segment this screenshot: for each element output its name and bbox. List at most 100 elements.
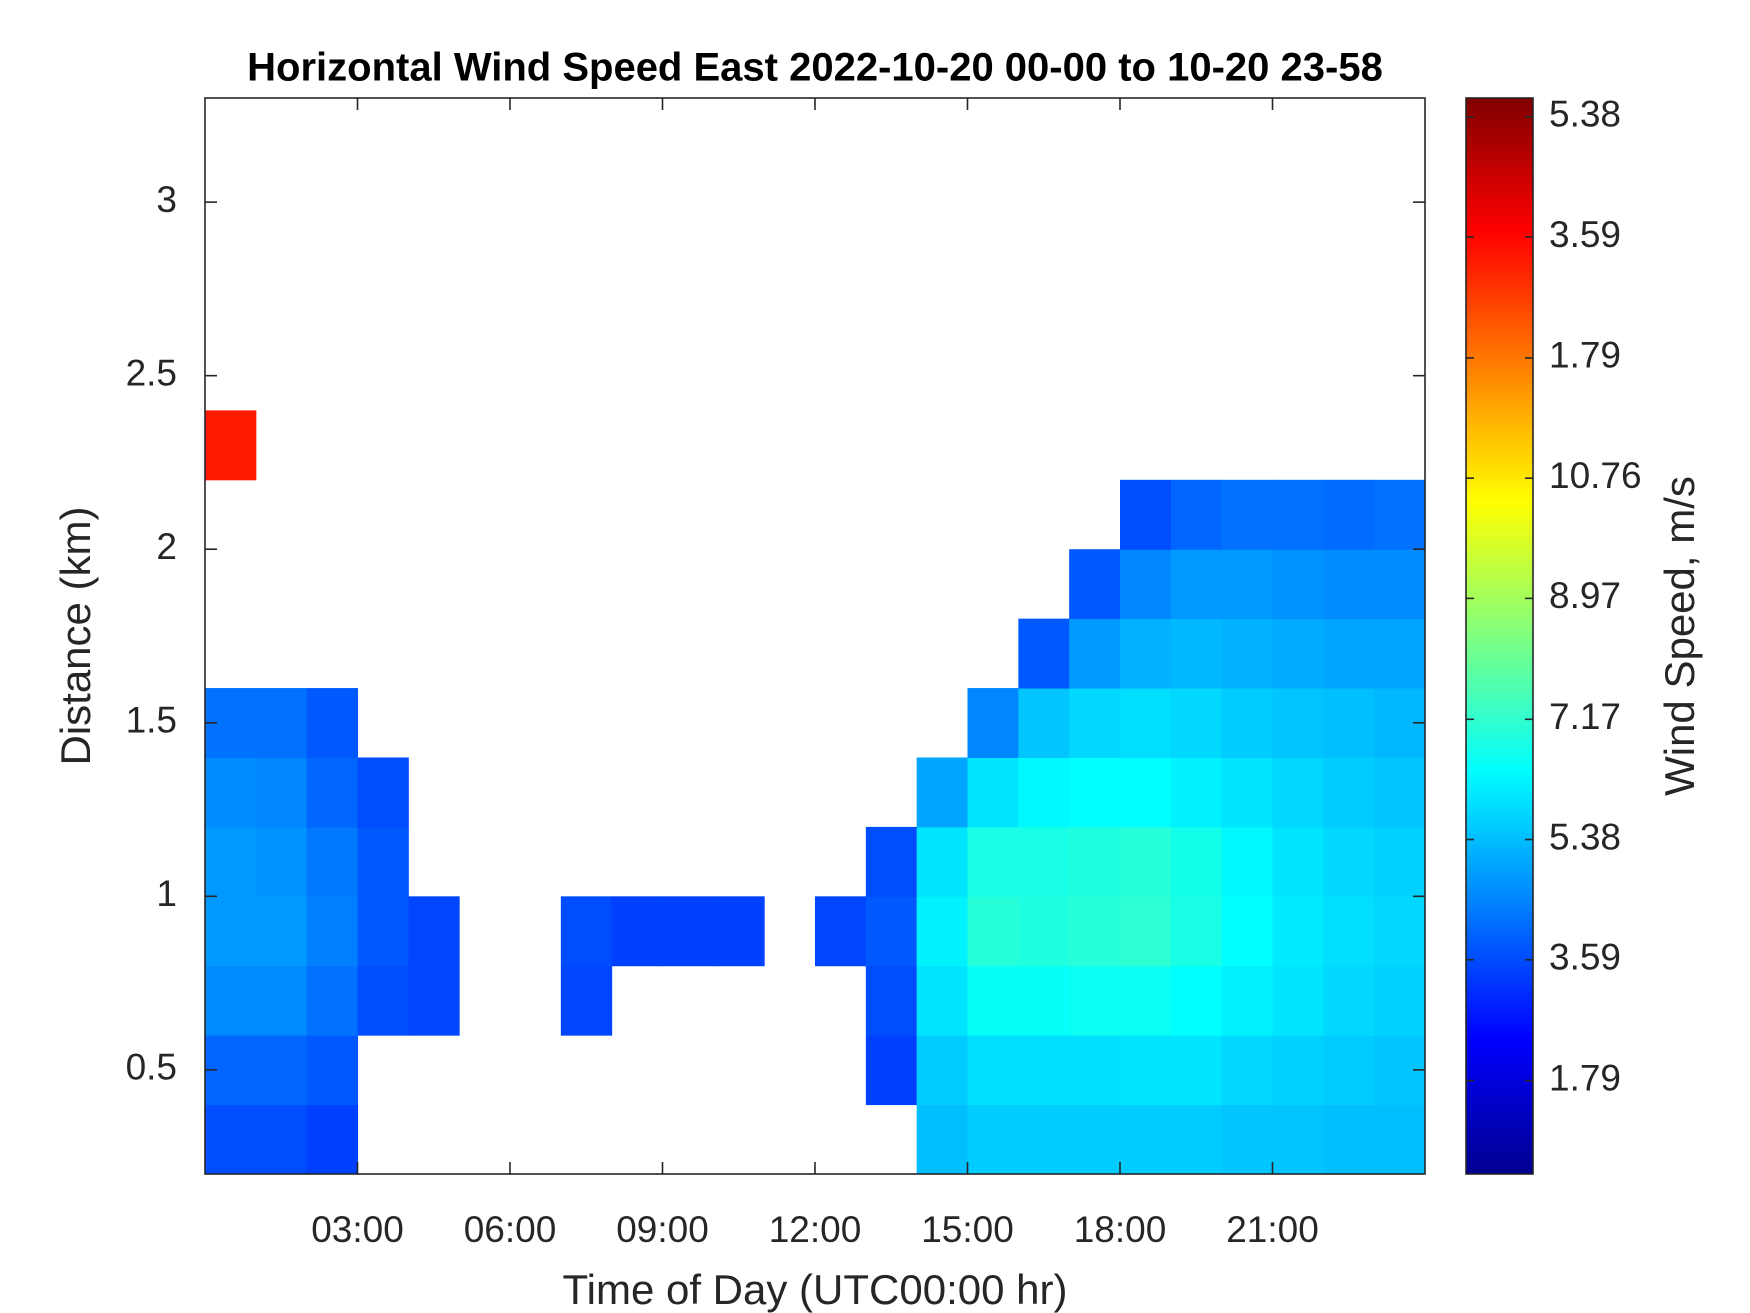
x-axis-label: Time of Day (UTC00:00 hr)	[563, 1266, 1068, 1313]
y-tick-label: 0.5	[126, 1047, 177, 1088]
heatmap-cell	[1018, 688, 1070, 758]
heatmap-cell	[306, 826, 358, 897]
colorbar-tick-label: 3.59	[1549, 937, 1621, 978]
heatmap-cell	[1272, 549, 1324, 620]
heatmap-cell	[255, 826, 308, 897]
heatmap-cell	[1018, 896, 1070, 967]
heatmap-cell	[1069, 757, 1121, 828]
heatmap-cell	[1323, 826, 1375, 897]
heatmap-cell	[1323, 1035, 1375, 1106]
heatmap-cell	[1272, 896, 1324, 967]
heatmap-cell	[306, 896, 358, 967]
x-tick-label: 18:00	[1074, 1209, 1167, 1250]
heatmap-cell	[967, 688, 1019, 758]
heatmap-cell	[205, 896, 257, 967]
heatmap-cell	[1323, 965, 1375, 1036]
heatmap-cell	[306, 757, 358, 828]
heatmap-cell	[1018, 618, 1070, 689]
heatmap-cell	[611, 896, 663, 967]
heatmap-cell	[1170, 757, 1223, 828]
heatmap-cell	[357, 965, 409, 1036]
heatmap-cell	[1374, 549, 1426, 620]
heatmap-cell	[916, 1104, 968, 1175]
heatmap-cell	[1323, 479, 1375, 550]
heatmap-cell	[1170, 965, 1223, 1036]
x-tick-label: 15:00	[921, 1209, 1014, 1250]
heatmap-cell	[1374, 965, 1426, 1036]
heatmap-cell	[1170, 618, 1223, 689]
heatmap-cell	[1221, 826, 1273, 897]
y-tick-label: 1	[156, 873, 177, 914]
heatmap-cell	[713, 896, 765, 967]
x-tick-label: 09:00	[616, 1209, 709, 1250]
colorbar	[1465, 97, 1534, 1175]
heatmap-cell	[916, 826, 968, 897]
heatmap-cell	[255, 965, 308, 1036]
heatmap-cell	[1120, 1035, 1172, 1106]
y-tick-label: 2.5	[126, 352, 177, 393]
heatmap-cell	[1120, 896, 1172, 967]
heatmap-cell	[865, 965, 918, 1036]
heatmap-cell	[1272, 618, 1324, 689]
heatmap-cell	[1272, 826, 1324, 897]
heatmap-cell	[865, 1035, 918, 1106]
heatmap-cell	[1221, 896, 1273, 967]
heatmap-cell	[1170, 688, 1223, 758]
colorbar-tick-label: 5.38	[1549, 94, 1621, 135]
x-tick-label: 21:00	[1226, 1209, 1319, 1250]
colorbar-tick-label: 1.79	[1549, 335, 1621, 376]
heatmap-cell	[916, 965, 968, 1036]
heatmap-cell	[1069, 549, 1121, 620]
heatmap-cell	[1120, 965, 1172, 1036]
heatmap-cell	[1018, 965, 1070, 1036]
heatmap-cell	[1374, 896, 1426, 967]
heatmap-cell	[1069, 896, 1121, 967]
heatmap-cell	[1221, 479, 1273, 550]
heatmap-cell	[255, 757, 308, 828]
heatmap-cell	[205, 965, 257, 1036]
heatmap-cell	[1120, 688, 1172, 758]
chart-title: Horizontal Wind Speed East 2022-10-20 00…	[247, 46, 1383, 90]
heatmap-cell	[1374, 1104, 1426, 1175]
colorbar-label: Wind Speed, m/s	[1656, 476, 1703, 796]
heatmap-cell	[1323, 757, 1375, 828]
y-tick-label: 2	[156, 526, 177, 567]
heatmap-cell	[1221, 965, 1273, 1036]
heatmap-cell	[205, 410, 257, 481]
y-axis-label: Distance (km)	[52, 506, 99, 765]
heatmap-cell	[205, 1104, 257, 1175]
heatmap-cell	[1272, 479, 1324, 550]
heatmap-cell	[1272, 1104, 1324, 1175]
y-tick-label: 3	[156, 179, 177, 220]
heatmap-cell	[357, 896, 409, 967]
heatmap-cell	[1272, 688, 1324, 758]
heatmap-cell	[1018, 757, 1070, 828]
colorbar-tick-label: 7.17	[1549, 696, 1621, 737]
heatmap-cell	[865, 896, 918, 967]
heatmap-cell	[255, 896, 308, 967]
heatmap-cell	[1120, 479, 1172, 550]
heatmap-cell	[1170, 896, 1223, 967]
heatmap-cell	[1120, 1104, 1172, 1175]
heatmap-cell	[1069, 688, 1121, 758]
heatmap-cell	[916, 1035, 968, 1106]
heatmap-cell	[1120, 618, 1172, 689]
heatmap-cell	[967, 757, 1019, 828]
colorbar-tick-label: 10.76	[1549, 455, 1642, 496]
heatmap-cell	[1170, 549, 1223, 620]
heatmap-cell	[1374, 757, 1426, 828]
heatmap-cell	[1170, 826, 1223, 897]
heatmap-cell	[815, 896, 867, 967]
heatmap-cell	[255, 1104, 308, 1175]
heatmap-cell	[1170, 1104, 1223, 1175]
heatmap-cell	[1069, 826, 1121, 897]
heatmap-cell	[1221, 1104, 1273, 1175]
heatmap-cell	[1272, 757, 1324, 828]
heatmap-cell	[1221, 757, 1273, 828]
heatmap-cell	[1170, 1035, 1223, 1106]
heatmap-cell	[1221, 618, 1273, 689]
heatmap-cell	[255, 1035, 308, 1106]
heatmap-cell	[1272, 965, 1324, 1036]
heatmap-cell	[255, 688, 308, 758]
